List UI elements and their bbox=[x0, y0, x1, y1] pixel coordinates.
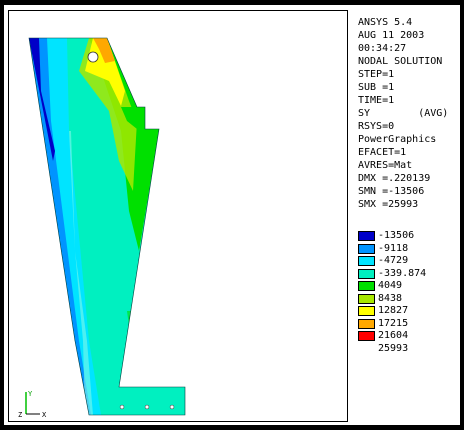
legend-row: -4729 bbox=[358, 255, 462, 269]
hole-bottom-3 bbox=[169, 404, 175, 410]
legend-value: -13506 bbox=[378, 230, 415, 241]
info-line: SMN =-13506 bbox=[358, 186, 425, 197]
info-line: SMX =25993 bbox=[358, 199, 419, 210]
legend-row: 21604 bbox=[358, 330, 462, 344]
legend-row: -9118 bbox=[358, 242, 462, 257]
info-line: SUB =1 bbox=[358, 82, 395, 93]
legend-row: 12827 bbox=[358, 305, 462, 319]
info-line: RSYS=0 bbox=[358, 121, 395, 132]
legend-row: -13506 bbox=[358, 230, 462, 244]
info-line: DMX =.220139 bbox=[358, 173, 431, 184]
triad-y-label: Y bbox=[28, 390, 33, 398]
graphics-viewport[interactable] bbox=[8, 10, 348, 422]
legend-row: 25993 bbox=[358, 342, 462, 357]
legend-value: 12827 bbox=[378, 305, 409, 316]
legend-value: 4049 bbox=[378, 280, 403, 291]
info-line: PowerGraphics bbox=[358, 134, 437, 145]
legend-value: -339.874 bbox=[378, 267, 427, 279]
info-line: SY (AVG) bbox=[358, 108, 449, 119]
legend-swatch bbox=[358, 318, 375, 329]
legend-value: 25993 bbox=[378, 342, 409, 354]
contour-legend: -13506 -9118 -4729 -339.874 4049 8438 12827 172… bbox=[358, 230, 462, 357]
legend-row: 4049 bbox=[358, 280, 462, 294]
legend-row: -339.874 bbox=[358, 267, 462, 282]
info-line: STEP=1 bbox=[358, 69, 395, 80]
info-line: NODAL SOLUTION bbox=[358, 56, 443, 67]
legend-swatch bbox=[358, 331, 375, 341]
hole-bottom-2 bbox=[144, 404, 150, 410]
legend-swatch bbox=[358, 281, 375, 291]
legend-swatch bbox=[358, 256, 375, 266]
legend-value: 21604 bbox=[378, 330, 409, 341]
info-line: AUG 11 2003 bbox=[358, 30, 425, 41]
hole-top bbox=[87, 51, 99, 63]
triad-x-label: X bbox=[42, 411, 47, 418]
axis-triad: Y Z X bbox=[18, 390, 47, 418]
legend-swatch bbox=[358, 268, 375, 279]
info-line: EFACET=1 bbox=[358, 147, 407, 158]
info-line: 00:34:27 bbox=[358, 43, 407, 54]
part-outline bbox=[28, 37, 186, 416]
triad-z-label: Z bbox=[18, 411, 22, 418]
legend-value: 8438 bbox=[378, 292, 403, 304]
legend-row: 8438 bbox=[358, 292, 462, 307]
hole-bottom-1 bbox=[119, 404, 125, 410]
solution-info-panel: ANSYS 5.4 AUG 11 2003 00:34:27 NODAL SOLUTI… bbox=[358, 16, 462, 211]
info-line: AVRES=Mat bbox=[358, 160, 413, 171]
legend-swatch bbox=[358, 243, 375, 254]
info-line: ANSYS 5.4 bbox=[358, 17, 413, 28]
legend-swatch bbox=[358, 293, 375, 304]
part-contours bbox=[29, 38, 185, 415]
legend-row: 17215 bbox=[358, 317, 462, 332]
legend-swatch bbox=[358, 306, 375, 316]
legend-value: -4729 bbox=[378, 255, 409, 266]
contour-plot bbox=[28, 37, 186, 416]
legend-value: 17215 bbox=[378, 317, 409, 329]
legend-swatch bbox=[358, 231, 375, 241]
info-line: TIME=1 bbox=[358, 95, 395, 106]
legend-value: -9118 bbox=[378, 242, 409, 254]
